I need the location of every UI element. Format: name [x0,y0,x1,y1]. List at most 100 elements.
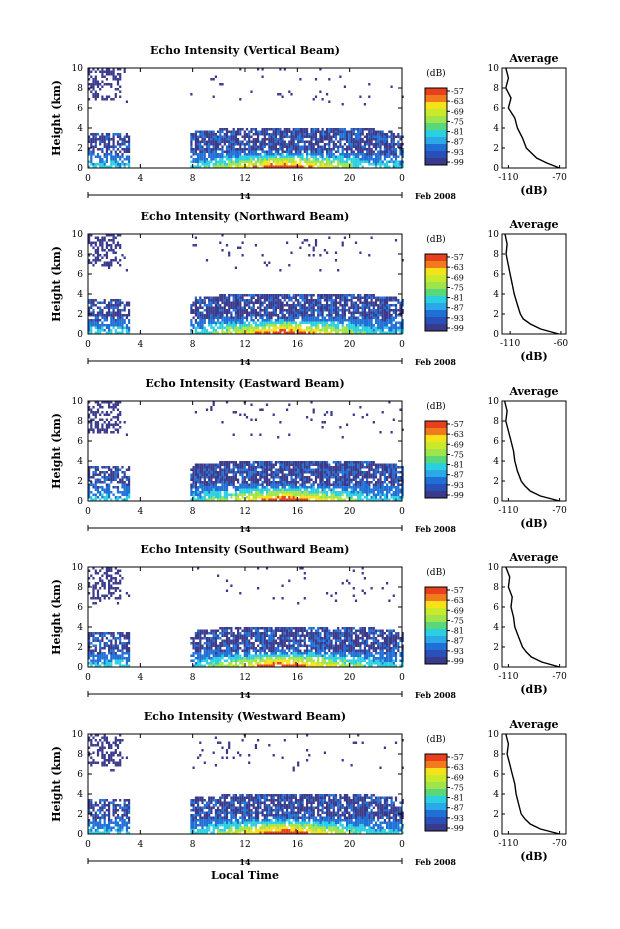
heatmap-cell [99,478,102,481]
heatmap-cell [192,324,195,327]
heatmap-cell [112,306,115,309]
heatmap-cell [92,148,95,151]
heatmap-cell [374,476,378,479]
heatmap-cell [210,473,213,476]
heatmap-cell [241,486,244,489]
heatmap-cell [326,324,329,327]
heatmap-cell [346,461,349,464]
heatmap-cell [103,488,106,491]
heatmap-cell [381,163,384,166]
heatmap-cell [381,466,384,469]
heatmap-cell [225,331,229,334]
heatmap-cell [399,329,402,332]
heatmap-cell [279,488,282,491]
heatmap-cell [366,498,369,501]
heatmap-cell [232,478,235,481]
x-tick-label: 20 [344,174,356,184]
heatmap-cell [377,316,380,319]
heatmap-cell [192,301,195,304]
heatmap-cell [359,314,362,317]
heatmap-cell [103,496,106,499]
heatmap-cell [394,488,398,491]
heatmap-cell [234,471,237,474]
heatmap-cell [228,140,231,143]
heatmap-cell [90,85,93,88]
heatmap-cell [228,493,231,496]
heatmap-cell [237,493,240,496]
heatmap-cell [326,294,329,297]
heatmap-cell [223,481,226,484]
heatmap-cell [94,140,97,143]
heatmap-cell [96,468,100,471]
heatmap-cell [361,478,364,481]
heatmap-cell [261,301,264,304]
heatmap-cell [394,468,398,471]
heatmap-cell [112,319,115,322]
colorbar-tick-label: -63 [451,97,464,106]
heatmap-cell [348,155,351,158]
heatmap-cell [254,299,257,302]
heatmap-cell [297,329,300,332]
heatmap-cell [386,463,389,466]
heatmap-cell [370,309,373,312]
heatmap-cell [219,304,222,307]
heatmap-cell [108,483,111,486]
heatmap-cell [121,486,124,489]
heatmap-cell [250,135,253,138]
heatmap-cell [297,493,300,496]
heatmap-cell [234,133,237,136]
heatmap-cell [301,476,304,479]
heatmap-cell [370,321,373,324]
heatmap-cell [323,473,326,476]
heatmap-cell [105,426,108,429]
heatmap-cell [205,491,209,494]
heatmap-cell [205,133,209,136]
heatmap-cell [254,160,257,163]
heatmap-cell [321,145,324,148]
heatmap-cell [219,476,222,479]
heatmap-cell [103,239,106,242]
heatmap-cell [245,416,249,419]
heatmap-cell [368,466,371,469]
heatmap-cell [105,160,108,163]
heatmap-cell [386,321,389,324]
heatmap-cell [108,466,111,469]
heatmap-cell [230,471,233,474]
heatmap-cell [288,329,291,332]
heatmap-cell [225,150,229,153]
heatmap-cell [221,299,224,302]
heatmap-cell [386,296,389,299]
heatmap-cell [221,463,224,466]
heatmap-cell [252,483,255,486]
heatmap-cell [94,83,97,86]
heatmap-cell [366,476,369,479]
heatmap-cell [205,486,209,489]
heatmap-cell [343,165,346,168]
heatmap-cell [366,483,369,486]
heatmap-cell [105,246,108,249]
heatmap-cell [261,158,264,161]
heatmap-cell [199,296,202,299]
heatmap-cell [330,296,333,299]
heatmap-cell [205,143,209,146]
heatmap-cell [372,476,375,479]
heatmap-cell [243,491,246,494]
heatmap-cell [257,314,260,317]
heatmap-cell [212,316,215,319]
heatmap-cell [339,301,342,304]
heatmap-cell [321,135,324,138]
heatmap-cell [263,133,266,136]
heatmap-cell [319,145,322,148]
heatmap-cell [252,481,255,484]
heatmap-cell [328,160,331,163]
heatmap-cell [297,155,300,158]
heatmap-cell [208,493,211,496]
heatmap-cell [286,128,289,131]
heatmap-cell [377,311,380,314]
heatmap-cell [354,463,358,466]
heatmap-cell [290,326,293,329]
heatmap-cell [237,329,240,332]
heatmap-cell [303,493,306,496]
heatmap-cell [272,306,275,309]
heatmap-cell [270,473,273,476]
